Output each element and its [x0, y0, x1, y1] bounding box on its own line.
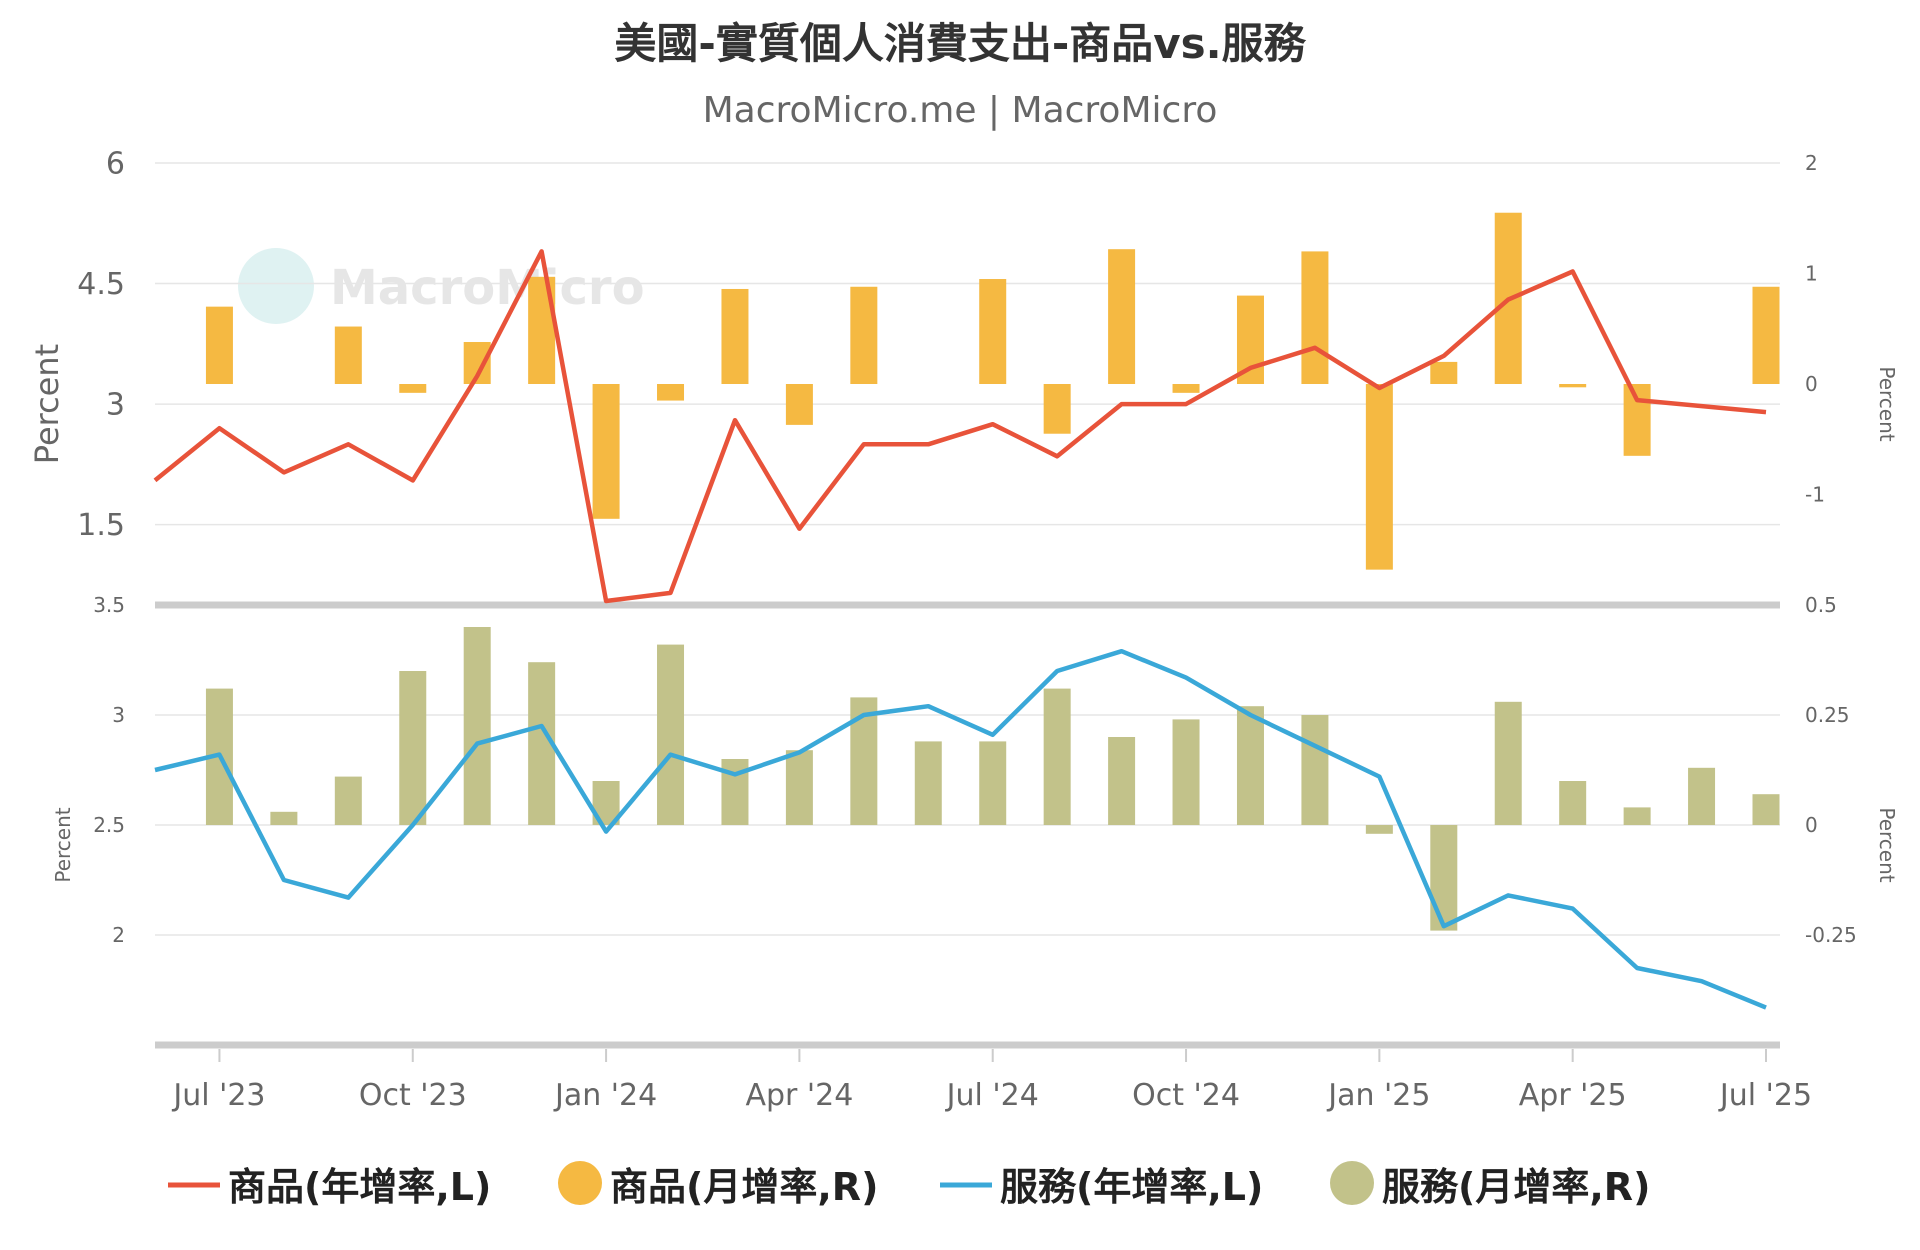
x-tick-label: Jan '25	[1326, 1078, 1430, 1113]
y-tick-right: 0.25	[1805, 703, 1850, 727]
bar[interactable]	[657, 644, 685, 825]
bar[interactable]	[850, 286, 878, 384]
bar[interactable]	[1559, 384, 1587, 388]
bar[interactable]	[1430, 825, 1458, 931]
bar[interactable]	[205, 306, 233, 384]
y-axis-title-left: Percent	[28, 344, 66, 464]
y-tick-right: 0	[1805, 813, 1818, 837]
lines	[153, 249, 1767, 1010]
legend-label: 商品(月增率,R)	[610, 1165, 878, 1209]
legend-label: 商品(年增率,L)	[228, 1165, 491, 1209]
bar[interactable]	[1559, 781, 1587, 825]
y-tick-left: 6	[106, 147, 125, 182]
bar[interactable]	[1623, 807, 1651, 825]
legend-label: 服務(月增率,R)	[1382, 1165, 1650, 1209]
x-tick-label: Oct '23	[359, 1078, 467, 1113]
legend-circle-swatch	[1330, 1161, 1374, 1205]
bar[interactable]	[1108, 249, 1136, 384]
x-tick-label: Jul '24	[945, 1078, 1039, 1113]
y-tick-left: 3	[106, 388, 125, 423]
bar[interactable]	[1752, 794, 1780, 825]
bar[interactable]	[1043, 384, 1071, 434]
y-tick-right: -0.25	[1805, 923, 1857, 947]
y-tick-right: -1	[1805, 483, 1825, 507]
bars	[205, 212, 1780, 931]
y-tick-right: 0	[1805, 372, 1818, 396]
bar[interactable]	[1108, 737, 1136, 825]
legend-item[interactable]: 服務(月增率,R)	[1330, 1161, 1650, 1209]
chart-title: 美國-實質個人消費支出-商品vs.服務	[614, 19, 1306, 68]
bar[interactable]	[334, 326, 362, 384]
watermark-logo-icon	[238, 248, 314, 324]
bar[interactable]	[979, 279, 1007, 384]
bar[interactable]	[979, 741, 1007, 825]
legend-item[interactable]: 商品(年增率,L)	[168, 1165, 491, 1209]
watermark: MacroMicro	[238, 248, 645, 324]
y-tick-right: 0.5	[1805, 593, 1837, 617]
y-tick-left: 3.5	[93, 593, 125, 617]
legend-item[interactable]: 商品(月增率,R)	[558, 1161, 878, 1209]
bar[interactable]	[1430, 361, 1458, 384]
bar[interactable]	[1752, 286, 1780, 384]
y-tick-left: 3	[112, 703, 125, 727]
bar[interactable]	[592, 384, 620, 519]
bar[interactable]	[399, 384, 427, 393]
y-tick-left: 4.5	[77, 267, 125, 302]
y-tick-right: 2	[1805, 151, 1818, 175]
y-axis-title-left: Percent	[51, 807, 75, 882]
bar[interactable]	[1365, 384, 1393, 570]
axes: 6 4.5 3 1.5 2 1 0 -1 Percent Percent 3.5 3 2.5 2 0.5 0.…	[28, 147, 1899, 1114]
bar[interactable]	[399, 671, 427, 825]
legend-item[interactable]: 服務(年增率,L)	[940, 1165, 1263, 1209]
bar[interactable]	[1688, 767, 1716, 825]
x-tick-label: Apr '25	[1519, 1078, 1627, 1113]
x-tick-label: Oct '24	[1132, 1078, 1240, 1113]
bar[interactable]	[463, 627, 491, 825]
bar[interactable]	[1365, 825, 1393, 834]
bar[interactable]	[334, 776, 362, 825]
series-line[interactable]	[153, 249, 1767, 604]
x-tick-label: Jul '25	[1718, 1078, 1812, 1113]
bar[interactable]	[914, 741, 942, 825]
x-tick-label: Jan '24	[553, 1078, 657, 1113]
series-line[interactable]	[154, 648, 1767, 1010]
bar[interactable]	[1236, 706, 1264, 825]
bar[interactable]	[721, 288, 749, 384]
x-tick-label: Jul '23	[171, 1078, 265, 1113]
chart-subtitle: MacroMicro.me | MacroMicro	[703, 90, 1218, 131]
bar[interactable]	[657, 384, 685, 401]
legend-label: 服務(年增率,L)	[1000, 1165, 1263, 1209]
y-tick-right: 1	[1805, 262, 1818, 286]
bar[interactable]	[785, 384, 813, 425]
bar[interactable]	[1043, 688, 1071, 825]
legend-circle-swatch	[558, 1161, 602, 1205]
bar[interactable]	[1623, 384, 1651, 456]
bar[interactable]	[1301, 715, 1329, 825]
bar[interactable]	[270, 811, 298, 825]
y-axis-title-right: Percent	[1875, 366, 1899, 441]
y-tick-left: 2.5	[93, 813, 125, 837]
bar[interactable]	[1172, 384, 1200, 393]
bar[interactable]	[1494, 701, 1522, 825]
legend[interactable]: 商品(年增率,L) 商品(月增率,R) 服務(年增率,L) 服務(月增率,R)	[168, 1161, 1650, 1209]
bar[interactable]	[785, 750, 813, 825]
y-tick-left: 2	[112, 923, 125, 947]
y-tick-left: 1.5	[77, 508, 125, 543]
watermark-text: MacroMicro	[330, 260, 645, 316]
x-tick-label: Apr '24	[745, 1078, 853, 1113]
bar[interactable]	[1172, 719, 1200, 825]
bar[interactable]	[1301, 251, 1329, 384]
y-axis-title-right: Percent	[1875, 807, 1899, 882]
